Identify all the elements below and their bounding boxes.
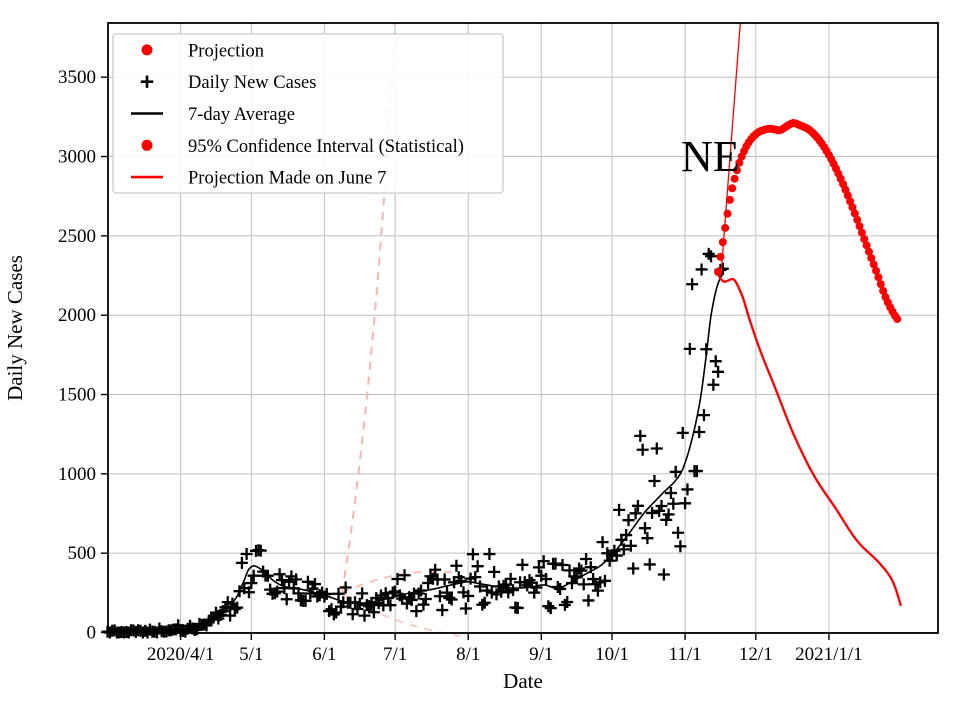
svg-text:10/1: 10/1 [595,644,629,665]
svg-text:3500: 3500 [58,67,96,88]
svg-text:11/1: 11/1 [669,644,702,665]
svg-text:7-day Average: 7-day Average [188,105,295,125]
svg-text:7/1: 7/1 [383,644,407,665]
svg-text:3000: 3000 [58,147,96,168]
svg-text:1000: 1000 [58,464,96,485]
svg-text:2000: 2000 [58,305,96,326]
svg-text:Date: Date [503,669,543,693]
svg-text:0: 0 [87,623,97,644]
svg-text:8/1: 8/1 [456,644,480,665]
svg-text:Projection Made on June 7: Projection Made on June 7 [188,169,386,189]
svg-text:12/1: 12/1 [739,644,773,665]
svg-text:Projection: Projection [188,41,264,61]
svg-text:6/1: 6/1 [312,644,336,665]
svg-text:2500: 2500 [58,226,96,247]
svg-text:1500: 1500 [58,385,96,406]
svg-text:2020/4/1: 2020/4/1 [147,644,215,665]
svg-text:500: 500 [68,543,97,564]
svg-text:NE: NE [681,132,740,181]
svg-text:Daily New Cases: Daily New Cases [188,73,316,93]
svg-text:9/1: 9/1 [529,644,553,665]
svg-text:2021/1/1: 2021/1/1 [795,644,863,665]
svg-text:95% Confidence Interval (Stati: 95% Confidence Interval (Statistical) [188,137,464,157]
svg-text:Daily New Cases: Daily New Cases [3,255,27,401]
svg-text:5/1: 5/1 [239,644,263,665]
